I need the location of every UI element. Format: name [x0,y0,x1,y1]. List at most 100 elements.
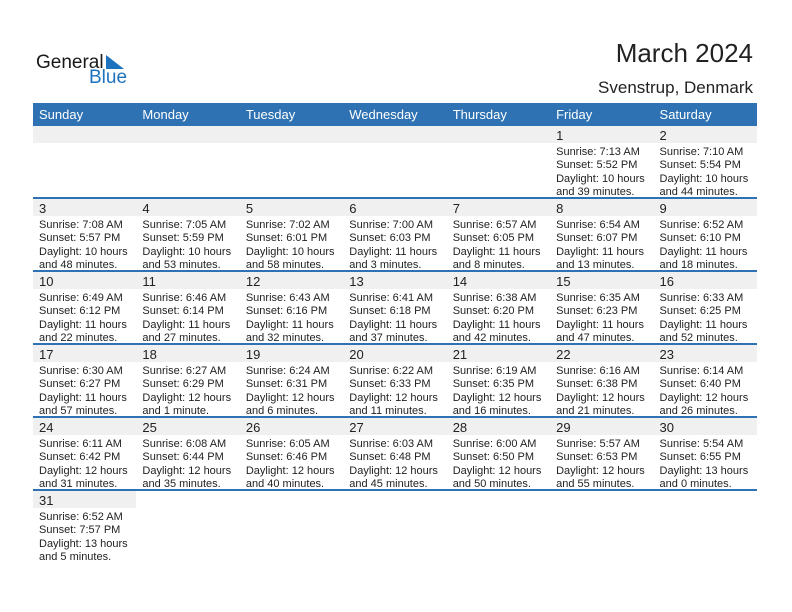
sunrise-text: Sunrise: 6:41 AM [349,292,434,304]
day-cell: 7 Sunrise: 6:57 AM Sunset: 6:05 PM Daylight… [447,199,550,271]
date-strip [33,491,137,508]
day-number: 29 [556,420,571,435]
daylight-text-cont: and 48 minutes. [39,259,118,272]
day-cell: 31 Sunrise: 6:52 AM Sunset: 7:57 PM Dayligh… [33,491,136,563]
day-cell: 4 Sunrise: 7:05 AM Sunset: 5:59 PM Daylight… [136,199,239,271]
sunrise-text: Sunrise: 6:19 AM [452,365,537,377]
sunrise-text: Sunrise: 7:13 AM [556,146,640,158]
day-cell: 26 Sunrise: 6:05 AM Sunset: 6:46 PM Dayligh… [240,418,343,491]
daylight-text: Daylight: 11 hours [659,245,748,258]
daylight-text: Daylight: 12 hours [452,464,542,477]
day-number: 12 [245,274,261,289]
week-row: 1 Sunrise: 7:13 AM Sunset: 5:52 PM Daylight… [33,126,757,199]
sunset-text: Sunset: 6:50 PM [452,451,535,464]
day-number: 28 [452,420,468,435]
sunset-text: Sunset: 6:31 PM [245,378,328,391]
daylight-text: Daylight: 11 hours [659,318,748,331]
day-number: 23 [659,347,674,362]
day-number: 17 [39,347,54,362]
empty-cell [240,491,343,562]
day-cell: 19 Sunrise: 6:24 AM Sunset: 6:31 PM Dayligh… [240,345,343,417]
sunrise-text: Sunrise: 7:08 AM [39,219,123,231]
day-cell: 18 Sunrise: 6:27 AM Sunset: 6:29 PM Dayligh… [136,345,239,418]
logo: General Blue [36,52,136,88]
day-number: 14 [452,274,468,289]
sunset-text: Sunset: 6:07 PM [556,232,638,245]
day-number: 7 [452,201,460,216]
daylight-text-cont: and 42 minutes. [452,332,531,345]
day-cell: 5 Sunrise: 7:02 AM Sunset: 6:01 PM Daylight… [240,199,343,271]
day-cell: 15 Sunrise: 6:35 AM Sunset: 6:23 PM Dayligh… [550,272,653,344]
empty-cell [136,491,239,562]
day-number: 21 [452,347,468,362]
daylight-text: Daylight: 11 hours [142,318,231,331]
day-cell: 24 Sunrise: 6:11 AM Sunset: 6:42 PM Dayligh… [33,418,136,490]
day-cell: 30 Sunrise: 5:54 AM Sunset: 6:55 PM Dayligh… [654,418,757,491]
sunrise-text: Sunrise: 6:05 AM [245,438,330,450]
weekday-friday: Friday [556,107,593,122]
sunset-text: Sunset: 6:23 PM [556,305,638,318]
sunrise-text: Sunrise: 5:54 AM [659,438,744,450]
sunrise-text: Sunrise: 6:38 AM [452,292,537,304]
location: Svenstrup, Denmark [598,78,753,97]
day-cell: 10 Sunrise: 6:49 AM Sunset: 6:12 PM Dayligh… [33,272,136,344]
day-cell: 11 Sunrise: 6:46 AM Sunset: 6:14 PM Dayligh… [136,272,239,344]
daylight-text-cont: and 55 minutes. [556,478,635,491]
daylight-text: Daylight: 12 hours [349,391,438,404]
day-number: 22 [556,347,571,362]
daylight-text-cont: and 52 minutes. [659,332,738,345]
sunrise-text: Sunrise: 6:46 AM [142,292,227,304]
sunrise-text: Sunrise: 6:08 AM [142,438,227,450]
empty-cell [447,126,550,197]
daylight-text: Daylight: 12 hours [142,464,232,477]
daylight-text-cont: and 0 minutes. [659,478,732,491]
day-number: 16 [659,274,674,289]
day-number: 20 [349,347,364,362]
sunset-text: Sunset: 6:25 PM [659,305,741,318]
daylight-text: Daylight: 11 hours [39,318,127,331]
weekday-monday: Monday [142,107,189,122]
sunset-text: Sunset: 6:03 PM [349,232,431,245]
day-number: 30 [659,420,674,435]
daylight-text: Daylight: 12 hours [659,391,749,404]
weekday-header: Sunday Monday Tuesday Wednesday Thursday Frid… [33,103,757,126]
day-cell: 29 Sunrise: 5:57 AM Sunset: 6:53 PM Dayligh… [550,418,653,491]
day-number: 9 [659,201,667,216]
day-cell: 20 Sunrise: 6:22 AM Sunset: 6:33 PM Dayligh… [343,345,446,418]
daylight-text: Daylight: 11 hours [245,318,334,331]
sunset-text: Sunset: 5:57 PM [39,232,121,245]
daylight-text: Daylight: 12 hours [245,391,335,404]
sunset-text: Sunset: 6:48 PM [349,451,431,464]
daylight-text-cont: and 37 minutes. [349,332,428,345]
sunrise-text: Sunrise: 6:24 AM [245,365,330,377]
sunrise-text: Sunrise: 7:02 AM [245,219,330,231]
daylight-text-cont: and 1 minute. [142,405,210,418]
sunset-text: Sunset: 6:55 PM [659,451,741,464]
sunset-text: Sunset: 6:35 PM [452,378,535,391]
day-cell: 21 Sunrise: 6:19 AM Sunset: 6:35 PM Dayligh… [447,345,550,418]
date-strip [33,126,757,143]
daylight-text: Daylight: 12 hours [556,464,645,477]
daylight-text-cont: and 40 minutes. [245,478,325,491]
daylight-text: Daylight: 10 hours [659,172,749,185]
daylight-text: Daylight: 12 hours [556,391,645,404]
daylight-text-cont: and 57 minutes. [39,405,118,418]
empty-cell [550,491,653,562]
day-number: 4 [142,201,150,216]
day-cell: 22 Sunrise: 6:16 AM Sunset: 6:38 PM Dayligh… [550,345,653,417]
sunrise-text: Sunrise: 6:35 AM [556,292,640,304]
daylight-text-cont: and 50 minutes. [452,478,531,491]
daylight-text-cont: and 16 minutes. [452,405,531,418]
sunrise-text: Sunrise: 6:54 AM [556,219,640,231]
daylight-text-cont: and 11 minutes. [349,405,427,418]
sunset-text: Sunset: 6:12 PM [39,305,121,318]
day-number: 25 [142,420,157,435]
daylight-text-cont: and 44 minutes. [659,186,738,199]
day-cell: 12 Sunrise: 6:43 AM Sunset: 6:16 PM Dayligh… [240,272,343,344]
sunset-text: Sunset: 6:01 PM [245,232,328,245]
sunset-text: Sunset: 6:20 PM [452,305,535,318]
sunrise-text: Sunrise: 6:33 AM [659,292,744,304]
daylight-text: Daylight: 13 hours [39,537,128,550]
empty-cell [343,126,446,197]
day-number: 31 [39,493,54,508]
